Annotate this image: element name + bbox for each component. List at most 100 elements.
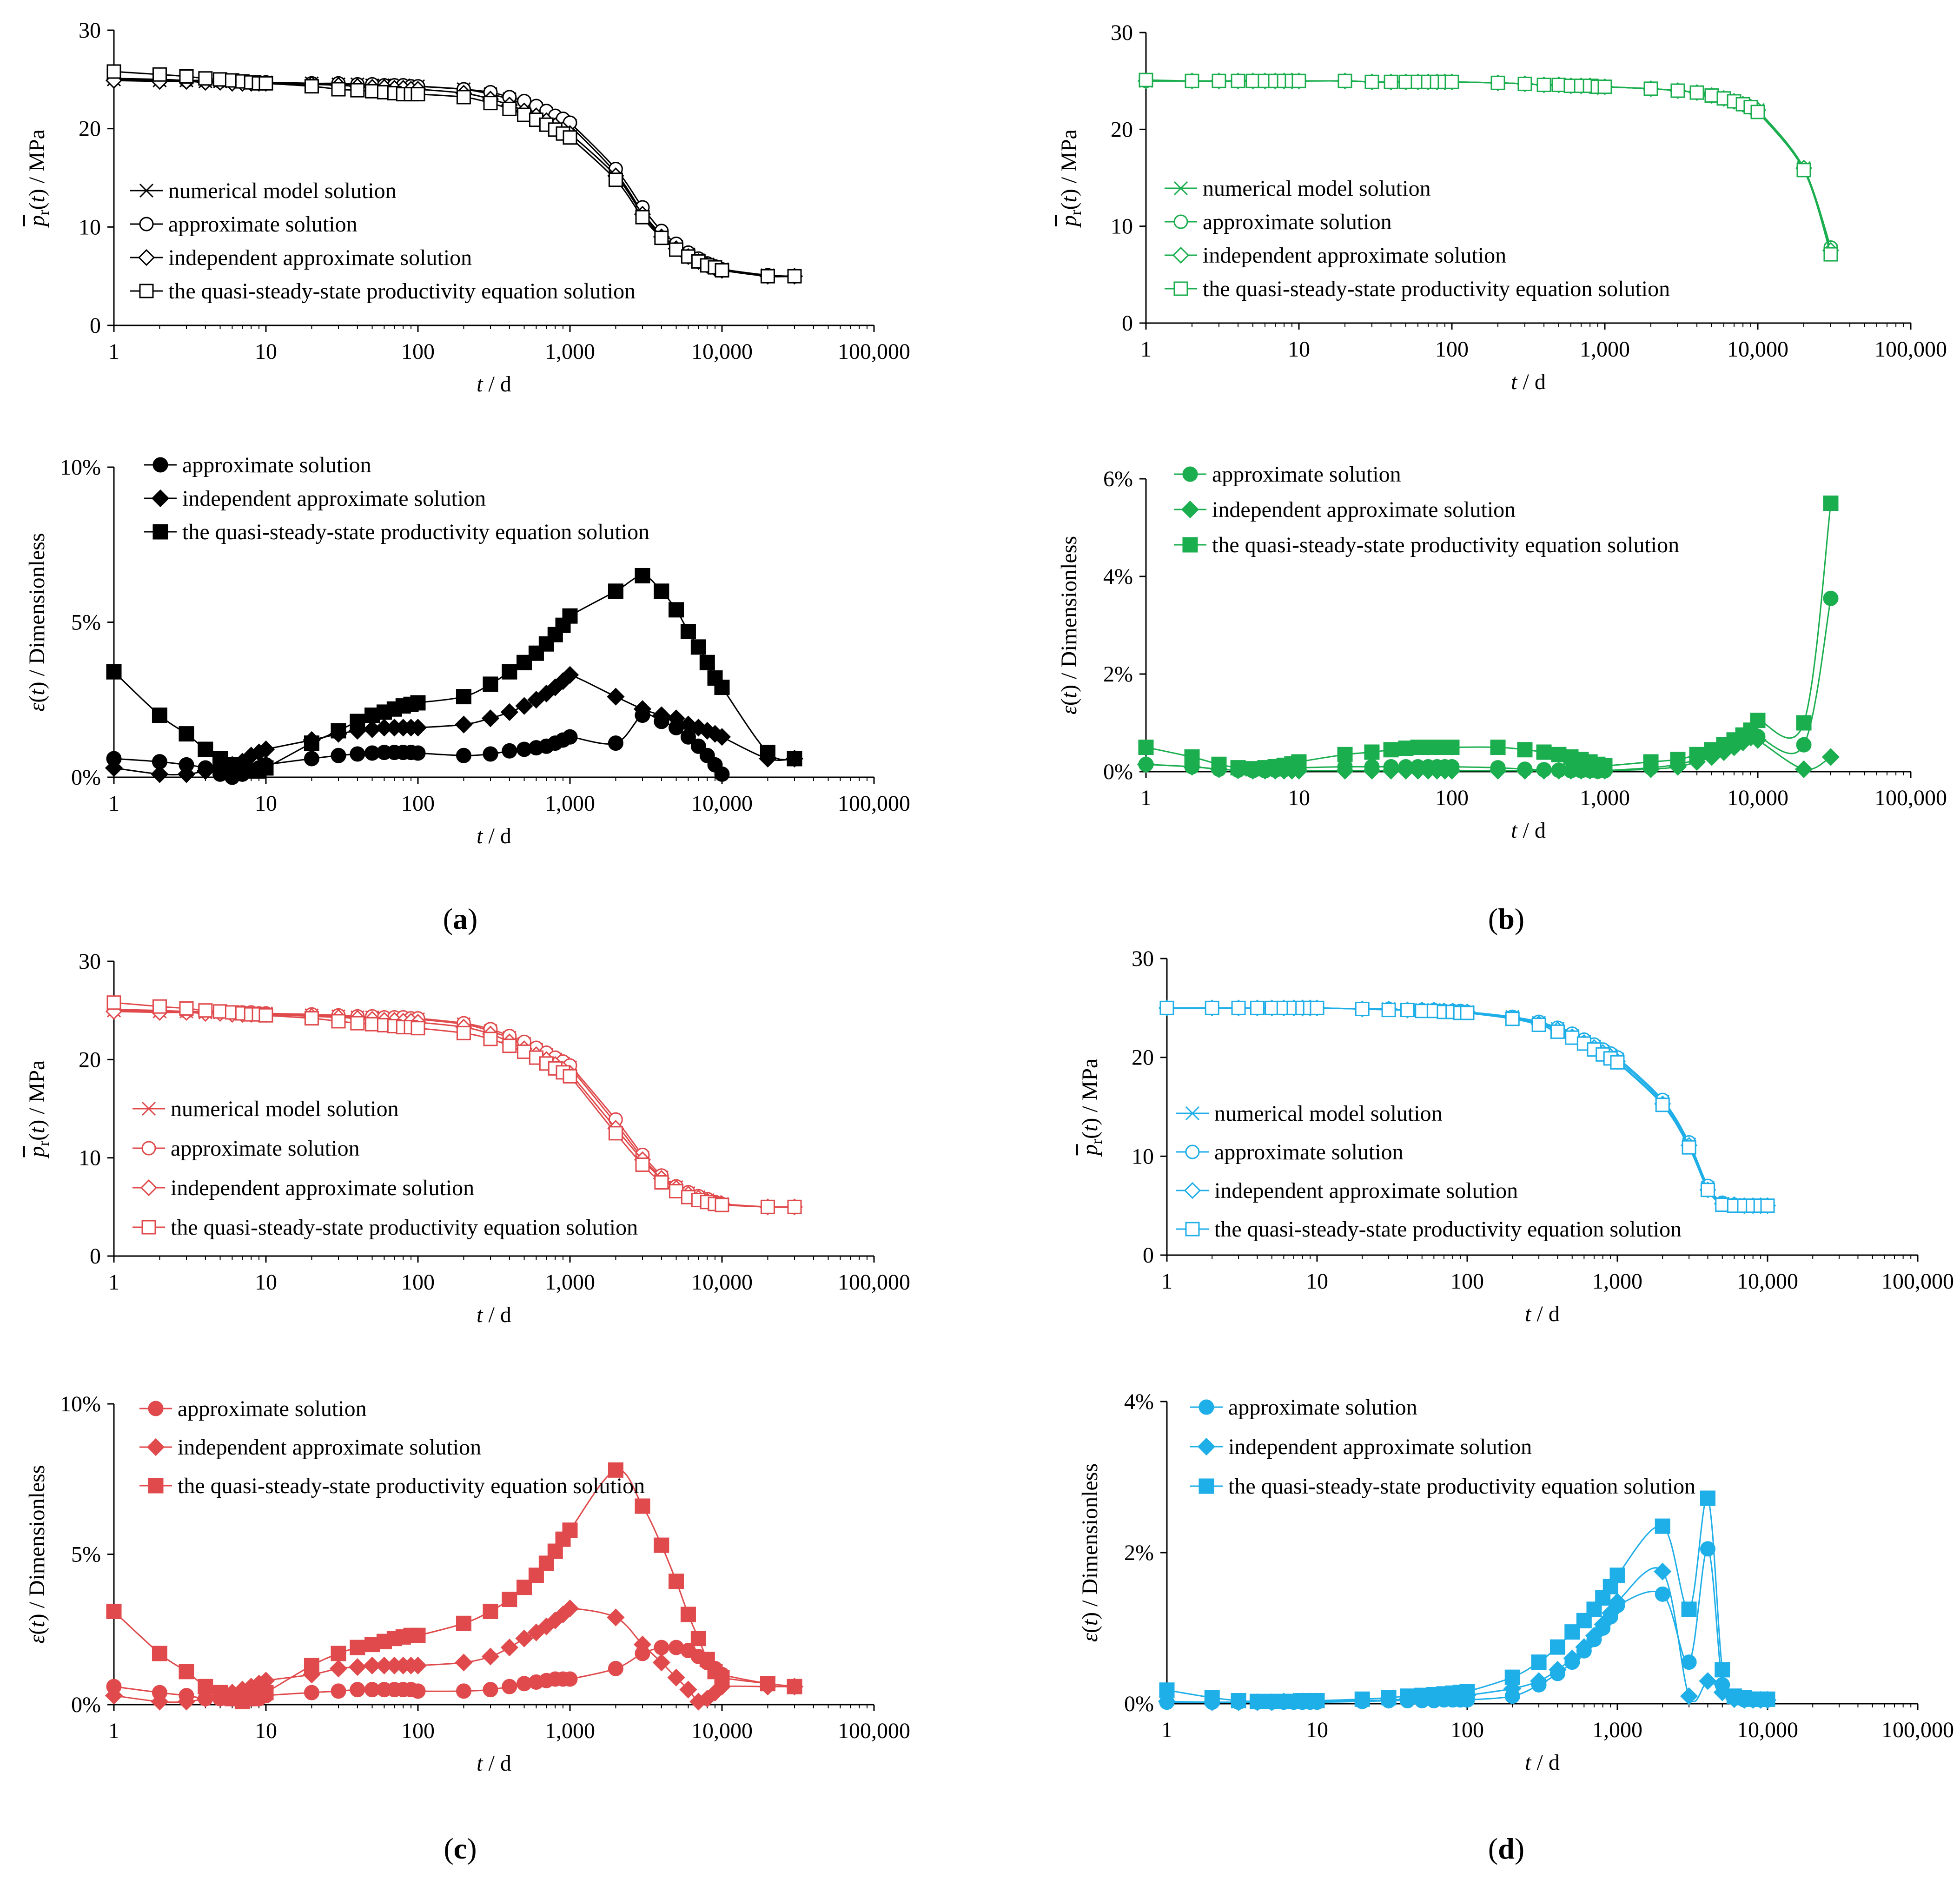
legend-label: approximate solution xyxy=(178,1396,367,1421)
data-point xyxy=(760,1199,775,1214)
data-point xyxy=(1823,247,1838,262)
data-point xyxy=(304,1658,319,1673)
data-point xyxy=(1643,754,1659,770)
legend: approximate solution independent approxim… xyxy=(144,453,649,544)
legend-marker xyxy=(141,1141,156,1156)
data-point xyxy=(1530,1672,1548,1690)
data-point xyxy=(152,708,167,723)
data-point xyxy=(1597,79,1612,94)
y-label-paren: ( xyxy=(1057,203,1081,210)
series-square xyxy=(1139,73,1838,262)
x-axis-label: t / d xyxy=(1511,818,1546,843)
data-point xyxy=(607,688,625,706)
x-tick-label: 1,000 xyxy=(545,791,595,816)
x-axis-label-var: t xyxy=(477,824,483,848)
y-label-var: p xyxy=(1078,1144,1102,1157)
data-point xyxy=(304,1685,319,1700)
data-point xyxy=(1689,747,1705,762)
x-axis-label: t / d xyxy=(477,1751,511,1776)
data-point xyxy=(714,680,730,695)
data-point xyxy=(1291,73,1306,88)
data-point xyxy=(1364,744,1380,760)
data-point xyxy=(350,746,365,762)
x-tick-label: 1,000 xyxy=(545,339,595,364)
x-tick-label: 1,000 xyxy=(545,1719,595,1743)
data-point xyxy=(106,664,122,680)
data-point xyxy=(1490,75,1505,90)
data-point xyxy=(669,1574,684,1589)
y-label-sub: r xyxy=(1088,1138,1106,1144)
x-axis-label-unit: / d xyxy=(1517,818,1546,843)
data-point xyxy=(1655,1518,1670,1534)
legend-marker xyxy=(152,457,168,473)
data-point xyxy=(1159,1682,1175,1698)
data-point xyxy=(561,666,579,684)
data-point xyxy=(1655,1098,1670,1112)
data-point xyxy=(563,1069,577,1084)
x-axis-label-unit: / d xyxy=(483,372,511,397)
x-tick-label: 1 xyxy=(1140,337,1152,362)
y-axis-label: ε(t) / Dimensionless xyxy=(1078,1463,1102,1642)
data-point xyxy=(348,1658,366,1676)
data-point xyxy=(635,568,650,583)
series-square xyxy=(1159,1490,1775,1709)
legend-label: independent approximate solution xyxy=(1214,1178,1518,1203)
x-tick-label: 100,000 xyxy=(1881,1718,1954,1742)
data-point xyxy=(1517,742,1533,758)
data-point xyxy=(1139,73,1153,87)
data-point xyxy=(1490,740,1506,755)
legend-label: approximate solution xyxy=(168,212,358,237)
x-tick-label: 100,000 xyxy=(838,339,910,364)
legend-label: the quasi-steady-state productivity equa… xyxy=(1203,277,1670,301)
x-tick-label: 10,000 xyxy=(691,339,753,364)
y-label-t: t xyxy=(1057,691,1081,698)
legend-label: independent approximate solution xyxy=(1203,243,1506,268)
data-point xyxy=(635,1498,650,1514)
y-label-paren: ( xyxy=(25,1627,49,1635)
data-point xyxy=(483,1682,498,1698)
data-point xyxy=(608,172,623,187)
data-point xyxy=(654,1640,669,1655)
legend-label: the quasi-steady-state productivity equa… xyxy=(168,279,636,304)
data-point xyxy=(1230,760,1246,776)
data-point xyxy=(562,608,578,624)
data-point xyxy=(699,1652,715,1667)
y-tick-label: 10% xyxy=(60,455,101,480)
x-tick-label: 10,000 xyxy=(691,1719,753,1743)
y-label-var: p xyxy=(1057,215,1081,228)
data-point xyxy=(608,1126,623,1141)
x-tick-label: 100,000 xyxy=(1874,786,1947,810)
data-point xyxy=(1138,740,1154,755)
data-point xyxy=(1794,760,1813,778)
data-point xyxy=(331,1646,346,1661)
data-point xyxy=(1576,1613,1592,1628)
panel-label-open: ( xyxy=(443,902,453,935)
data-point xyxy=(456,1025,471,1040)
panel-label-letter: a xyxy=(453,902,468,935)
x-tick-label: 100 xyxy=(1435,337,1469,362)
x-tick-label: 10 xyxy=(1306,1269,1328,1294)
data-point xyxy=(198,1679,213,1694)
data-point xyxy=(1681,1654,1697,1670)
data-point xyxy=(1681,1601,1697,1617)
y-label-t: t xyxy=(1057,196,1081,203)
data-point xyxy=(258,76,273,91)
data-point xyxy=(1823,496,1839,511)
data-point xyxy=(1211,756,1227,772)
data-point xyxy=(258,1008,273,1023)
y-label-var: ε xyxy=(1057,706,1081,714)
series-square xyxy=(106,1462,802,1710)
y-label-paren: ( xyxy=(1057,698,1081,706)
data-point xyxy=(1563,1649,1581,1667)
data-point xyxy=(365,84,380,99)
y-label-unit: ) / Dimensionless xyxy=(25,533,49,689)
data-point xyxy=(1670,83,1685,98)
data-point xyxy=(1505,1012,1520,1026)
data-point xyxy=(760,745,775,761)
y-label-unit: ) / Dimensionless xyxy=(1078,1463,1102,1620)
y-tick-label: 2% xyxy=(1103,662,1133,687)
data-point xyxy=(562,729,578,745)
x-tick-label: 100 xyxy=(401,339,435,364)
x-tick-label: 100 xyxy=(1450,1718,1484,1742)
data-point xyxy=(213,72,228,87)
